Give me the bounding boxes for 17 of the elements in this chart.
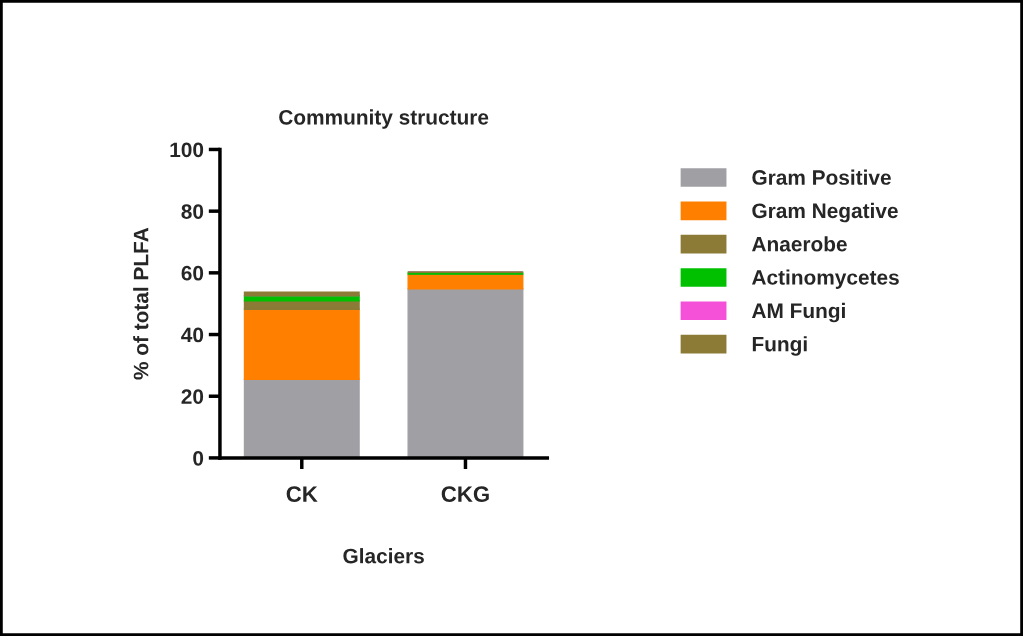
y-tick-label: 60 (181, 265, 204, 281)
x-tick-label: CK (286, 486, 318, 503)
legend-label: Fungi (752, 336, 807, 356)
y-tick-label: 40 (181, 327, 204, 343)
legend-label: Anaerobe (751, 236, 847, 252)
legend-label: Gram Positive (752, 169, 891, 185)
legend-label: Gram Negative (752, 202, 898, 223)
y-tick-label: 80 (181, 204, 204, 219)
legend-label: Actinomycetes (751, 269, 899, 289)
y-axis-title: % of total PLFA (133, 227, 149, 380)
y-tick-label: 20 (181, 389, 204, 404)
x-axis-title: Glaciers (343, 548, 424, 564)
chart-title: Community structure (279, 109, 489, 129)
y-tick-label: 100 (170, 142, 204, 158)
legend-label: AM Fungi (751, 302, 845, 323)
y-tick-label: 0 (193, 450, 204, 466)
x-tick-label: CKG (441, 486, 489, 503)
